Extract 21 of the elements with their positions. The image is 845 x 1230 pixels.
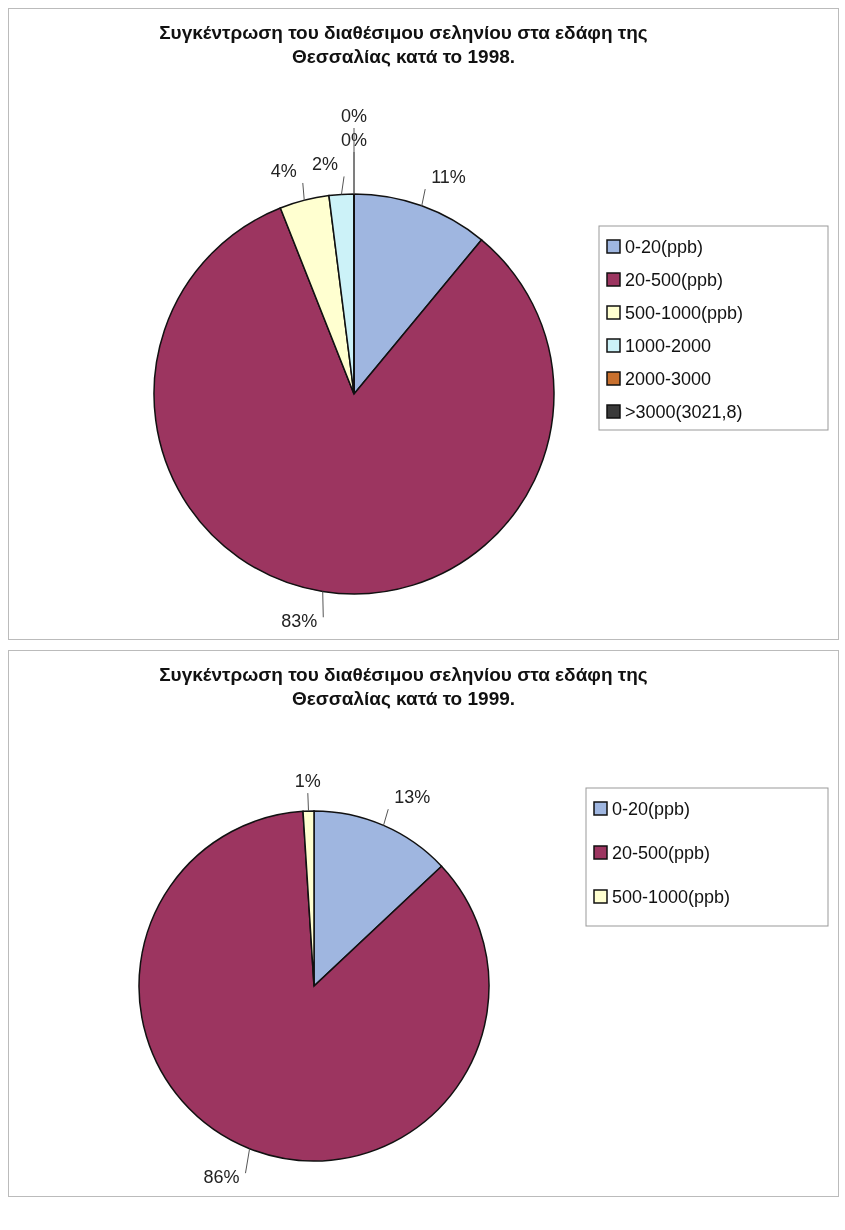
legend-label: >3000(3021,8) — [625, 402, 743, 422]
data-label: 13% — [394, 787, 431, 808]
data-label: 2% — [312, 154, 339, 175]
legend-label: 20-500(ppb) — [625, 270, 724, 290]
data-label: 4% — [270, 160, 297, 181]
legend-label: 500-1000(ppb) — [612, 887, 731, 907]
text: 0% — [340, 130, 368, 150]
data-label: 83% — [281, 611, 318, 632]
pie-slice — [138, 810, 490, 1162]
legend-label: 2000-3000 — [625, 369, 712, 389]
text: 0% — [340, 106, 368, 126]
data-label: 11% — [431, 167, 466, 188]
legend-label: 20-500(ppb) — [612, 843, 711, 863]
legend-label: 0-20(ppb) — [625, 237, 704, 257]
legend-label: 1000-2000 — [625, 336, 712, 356]
chart-title: Συγκέντρωση του διαθέσιμου σεληνίου στα εδάφη της Θεσσαλίας κατά το 1998. — [159, 22, 648, 67]
data-label: 1% — [294, 771, 321, 792]
legend-label: 0-20(ppb) — [612, 799, 691, 819]
legend-label: 500-1000(ppb) — [625, 303, 744, 323]
chart-title: Συγκέντρωση του διαθέσιμου σεληνίου στα εδάφη της Θεσσαλίας κατά το 1999. — [159, 664, 648, 709]
data-label: 86% — [203, 1167, 240, 1188]
